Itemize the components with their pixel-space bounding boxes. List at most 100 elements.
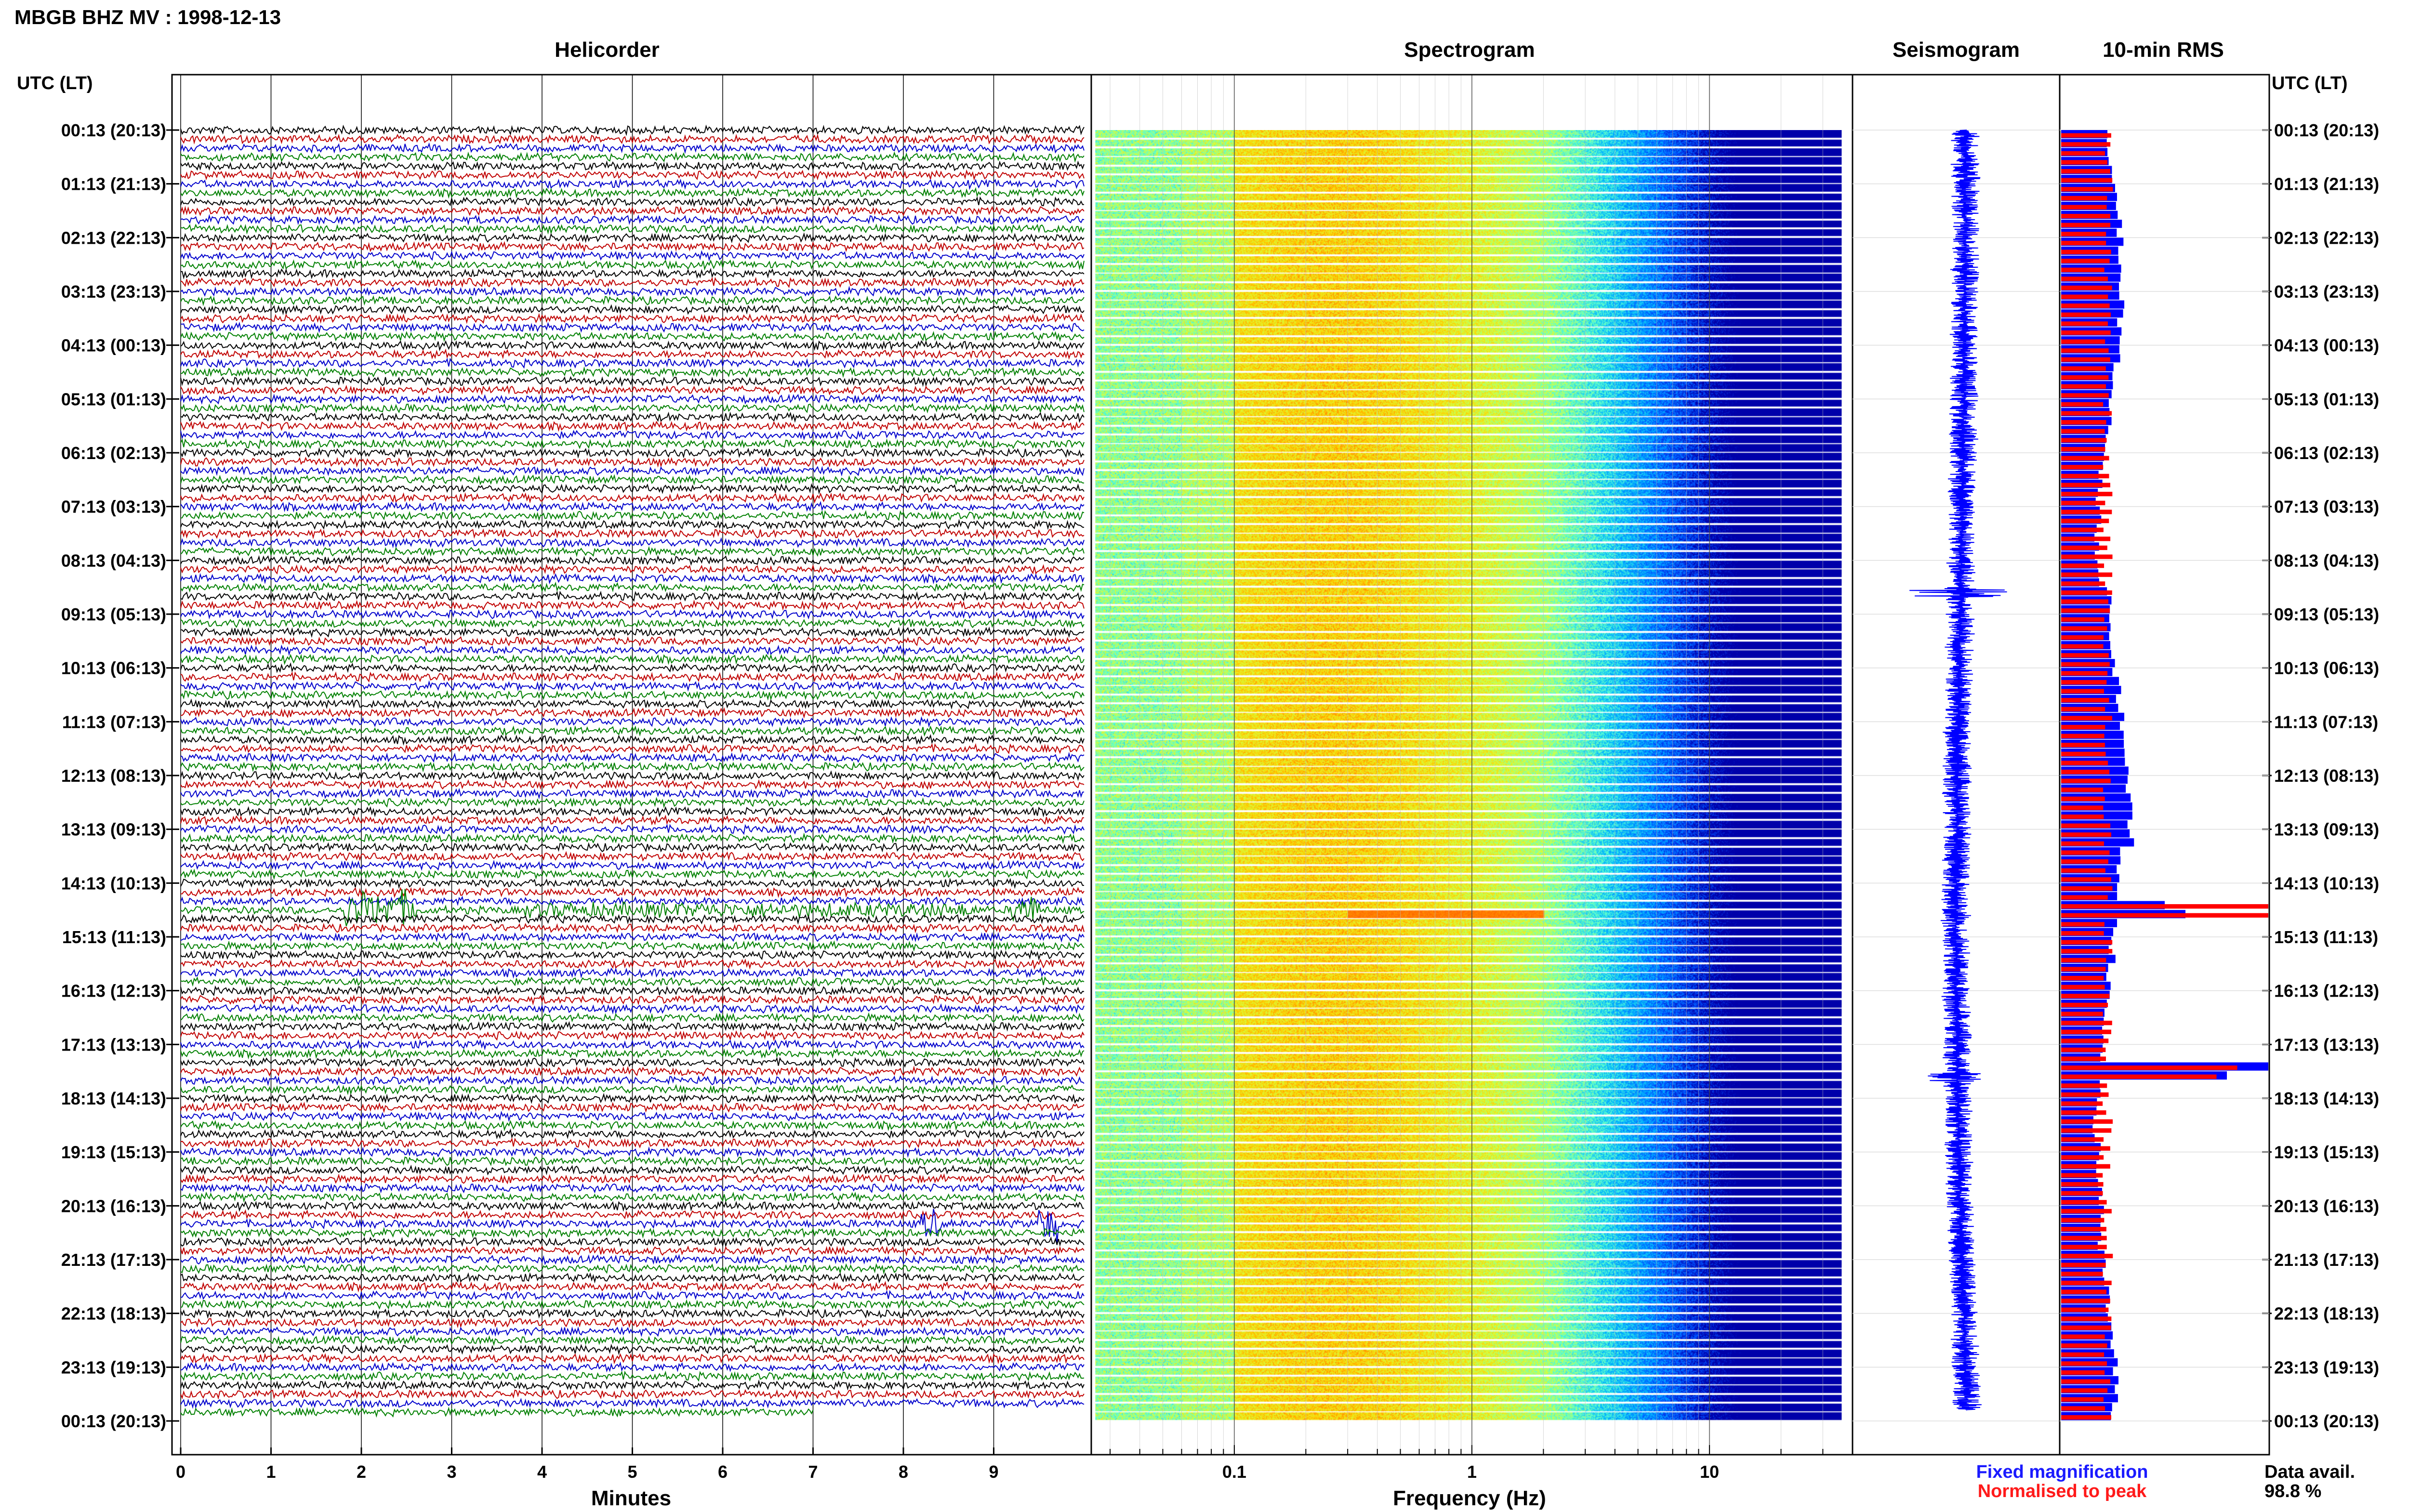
rms-bar-normalised — [2061, 259, 2110, 263]
helicorder-trace — [180, 1039, 1085, 1051]
rms-bar-normalised — [2061, 1262, 2106, 1267]
helicorder-trace — [180, 976, 1085, 987]
rms-bar-normalised — [2061, 510, 2112, 514]
rms-bar-normalised — [2061, 716, 2112, 721]
helicorder-trace — [180, 321, 1085, 333]
helicorder-trace — [180, 967, 1085, 979]
rms-bar-normalised — [2061, 330, 2111, 335]
helicorder-trace — [180, 994, 1085, 1006]
helicorder-trace — [180, 295, 1085, 306]
helicorder-trace — [180, 734, 1085, 746]
right-time-tick-label: 20:13 (16:13) — [2274, 1196, 2379, 1216]
rms-bar-normalised — [2061, 1065, 2237, 1070]
spectrogram-title: Spectrogram — [1404, 38, 1535, 62]
rms-bar-normalised — [2061, 653, 2109, 658]
spectrogram-x-ticks: 0.1 1 10 — [1222, 1462, 1719, 1482]
seismogram-trace — [1909, 130, 2007, 1411]
helicorder-trace — [180, 1120, 1085, 1131]
left-time-tick-label: 00:13 (20:13) — [61, 120, 166, 140]
helicorder-trace — [180, 187, 1085, 199]
rms-bar-normalised — [2061, 1388, 2108, 1393]
rms-bar-normalised — [2061, 500, 2105, 505]
rms-bar-normalised — [2061, 1307, 2109, 1312]
left-time-tick-label: 04:13 (00:13) — [61, 336, 166, 355]
left-time-tick-label: 05:13 (01:13) — [61, 389, 166, 409]
helicorder-trace — [180, 1137, 1085, 1149]
right-time-ticks: 00:13 (20:13) 01:13 (21:13) 02:13 (22:13) 0… — [2262, 120, 2379, 1431]
helicorder-xlabel: Minutes — [591, 1486, 671, 1510]
helicorder-trace — [180, 259, 1085, 271]
helicorder-x-tick-label: 3 — [447, 1462, 456, 1482]
left-time-tick-label: 18:13 (14:13) — [61, 1089, 166, 1108]
rms-bar-normalised — [2061, 1316, 2112, 1321]
helicorder-trace — [180, 268, 1085, 280]
left-time-tick-label: 08:13 (04:13) — [61, 551, 166, 570]
right-time-tick-label: 23:13 (19:13) — [2274, 1357, 2379, 1377]
right-time-tick-label: 08:13 (04:13) — [2274, 551, 2379, 570]
rms-bar-normalised — [2061, 196, 2107, 201]
rms-bar-normalised — [2061, 707, 2105, 711]
left-time-tick-label: 03:13 (23:13) — [61, 282, 166, 302]
helicorder-trace — [180, 1156, 1085, 1167]
helicorder-trace — [180, 1012, 1085, 1024]
helicorder-title: Helicorder — [555, 38, 660, 62]
rms-bar-normalised — [2061, 769, 2110, 775]
helicorder-trace — [180, 940, 1085, 952]
rms-bar-normalised — [2061, 886, 2113, 891]
right-time-tick-label: 15:13 (11:13) — [2274, 927, 2378, 947]
rms-bar-normalised — [2061, 1280, 2112, 1286]
helicorder-trace — [180, 662, 1085, 674]
helicorder-trace — [180, 832, 1085, 844]
rms-bar-normalised — [2061, 841, 2104, 846]
helicorder-trace — [180, 644, 1085, 656]
helicorder-trace — [180, 887, 1085, 898]
rms-bar-normalised — [2061, 1379, 2111, 1384]
helicorder-trace — [180, 690, 1085, 701]
rms-bar-normalised — [2061, 411, 2112, 416]
helicorder-trace — [180, 178, 1085, 190]
helicorder-x-tick-label: 1 — [266, 1462, 276, 1482]
rms-bar-normalised — [2061, 563, 2105, 568]
spectrogram-image — [1095, 130, 1842, 1421]
rms-bar-normalised — [2061, 214, 2111, 219]
helicorder-trace — [180, 824, 1085, 835]
helicorder-x-tick-label: 6 — [718, 1462, 728, 1482]
spectrogram-xlabel: Frequency (Hz) — [1393, 1486, 1546, 1510]
rms-bar-normalised — [2061, 1298, 2110, 1303]
helicorder-trace — [180, 1317, 1085, 1328]
helicorder-trace — [180, 205, 1085, 216]
right-time-tick-label: 22:13 (18:13) — [2274, 1304, 2379, 1324]
helicorder-trace — [180, 142, 1085, 154]
helicorder-trace — [180, 1030, 1085, 1041]
helicorder-trace — [180, 465, 1085, 477]
helicorder-trace — [180, 1281, 1084, 1293]
helicorder-trace — [180, 1290, 1085, 1302]
rms-bar-normalised — [2061, 868, 2105, 873]
helicorder-trace — [180, 806, 1085, 818]
helicorder-trace — [180, 474, 1085, 486]
helicorder-trace — [180, 232, 1085, 244]
rms-bar-normalised — [2061, 1056, 2106, 1061]
right-time-tick-label: 03:13 (23:13) — [2274, 282, 2379, 302]
helicorder-x-tick-label: 4 — [537, 1462, 547, 1482]
rms-bar-normalised — [2061, 276, 2108, 281]
helicorder-trace — [180, 1209, 1085, 1221]
helicorder-trace — [180, 1353, 1085, 1365]
rms-bar-normalised — [2061, 1047, 2106, 1052]
left-time-tick-label: 15:13 (11:13) — [62, 927, 166, 947]
helicorder-trace — [180, 286, 1085, 297]
rms-bar-normalised — [2061, 537, 2111, 541]
helicorder-trace — [180, 214, 1085, 226]
rms-bar-normalised — [2061, 1218, 2105, 1223]
rms-bar-normalised — [2061, 644, 2104, 649]
rms-bar-normalised — [2061, 1415, 2112, 1420]
helicorder-trace — [180, 1191, 1085, 1203]
left-axis-label: UTC (LT) — [17, 73, 93, 93]
spectrogram-grid — [1110, 75, 1853, 1455]
rms-bar-normalised — [2061, 473, 2109, 479]
rms-bar-normalised — [2061, 572, 2113, 577]
helicorder-trace — [180, 1389, 1085, 1400]
helicorder-trace — [180, 421, 1085, 432]
right-time-tick-label: 01:13 (21:13) — [2274, 174, 2379, 194]
